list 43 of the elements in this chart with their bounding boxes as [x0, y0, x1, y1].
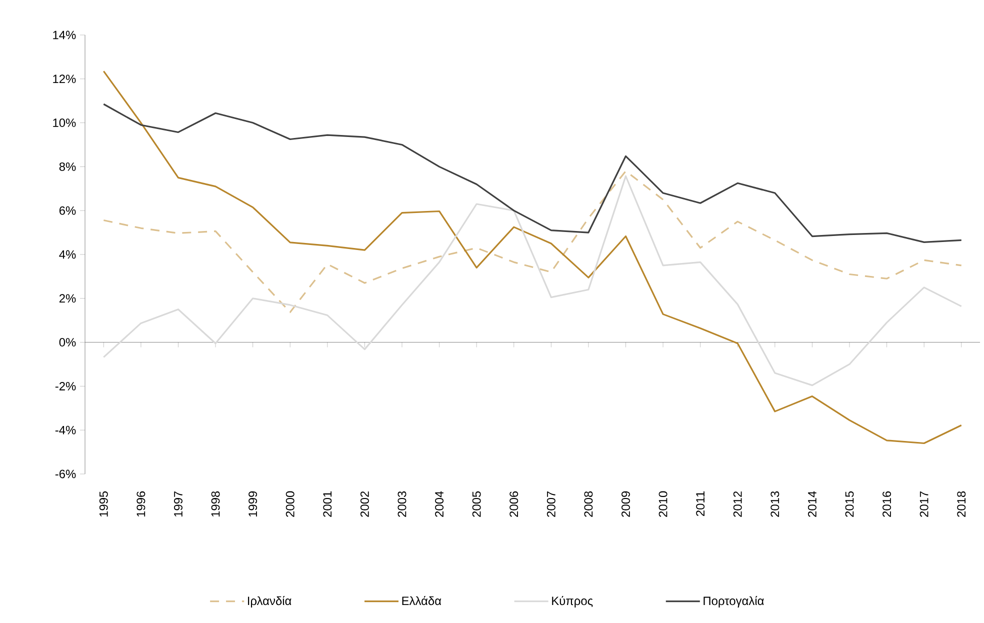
x-tick-label: 2002 — [360, 491, 369, 517]
legend-label: Ελλάδα — [402, 596, 442, 606]
x-tick-label: 2000 — [286, 491, 294, 517]
line-series — [102, 103, 962, 243]
x-tick-label: 2013 — [770, 491, 780, 517]
y-tick-label: 12% — [53, 74, 76, 84]
x-tick-label: 2005 — [472, 491, 481, 517]
x-tick-label: 2007 — [546, 491, 556, 517]
x-tick-label: 2011 — [696, 491, 705, 516]
x-tick-label: 2016 — [882, 491, 892, 517]
y-tick-label: 0% — [59, 338, 76, 347]
x-tick-label: 2014 — [808, 491, 816, 517]
legend-label: Πορτογαλία — [704, 596, 764, 608]
y-tick-label: 6% — [59, 206, 76, 215]
y-tick-label: 4% — [59, 250, 76, 259]
x-tick-label: 2004 — [435, 491, 444, 517]
line-series — [102, 175, 962, 386]
x-tick-label: 2009 — [622, 491, 630, 517]
y-tick-label: 14% — [53, 30, 76, 40]
line-series — [102, 170, 962, 314]
line-series — [102, 70, 962, 444]
y-tick-label: -4% — [55, 426, 76, 434]
x-tick-label: 1997 — [174, 491, 182, 517]
x-tick-label: 1998 — [211, 491, 220, 517]
y-tick-label: 10% — [53, 118, 76, 128]
x-tick-label: 2010 — [658, 491, 668, 517]
y-tick-label: -6% — [55, 470, 76, 478]
x-tick-label: 2001 — [323, 491, 332, 517]
x-tick-label: 1996 — [136, 491, 146, 517]
y-tick-label: 2% — [59, 294, 76, 303]
x-tick-label: 2018 — [957, 491, 966, 517]
y-tick-label: 8% — [59, 162, 76, 171]
x-tick-label: 2017 — [920, 491, 928, 517]
y-tick-label: -2% — [55, 382, 76, 390]
x-tick-label: 2003 — [398, 491, 406, 517]
x-tick-label: 2015 — [845, 491, 854, 517]
x-tick-label: 1999 — [248, 491, 258, 517]
x-tick-label: 2006 — [510, 491, 518, 517]
legend-label: Κύπρος — [552, 596, 593, 608]
legend-label: Ιρλανδία — [248, 596, 292, 608]
x-tick-label: 1995 — [99, 491, 108, 517]
x-tick-label: 2012 — [733, 491, 742, 517]
x-tick-label: 2008 — [584, 491, 593, 517]
